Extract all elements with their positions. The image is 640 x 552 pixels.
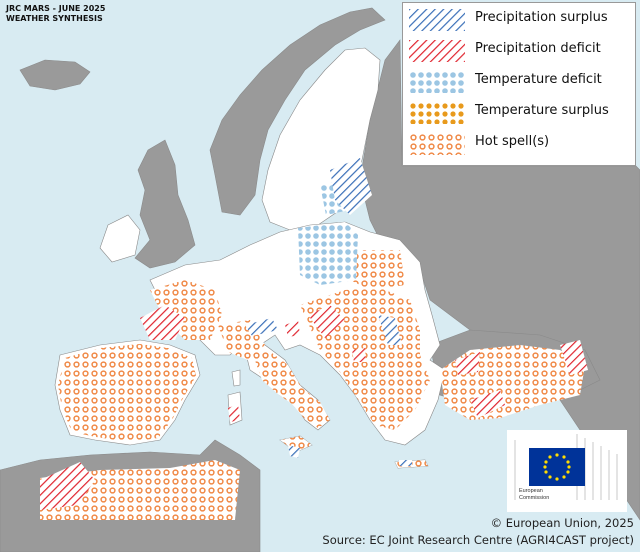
precip-deficit-hungary (308, 305, 345, 338)
precip-deficit-france (140, 305, 185, 340)
european-commission-logo: European Commission (507, 430, 627, 512)
iceland-shape (19, 59, 91, 91)
legend-label: Hot spell(s) (475, 134, 550, 149)
legend-label: Precipitation surplus (475, 10, 608, 25)
precip-surplus-romania (378, 315, 402, 345)
anomaly-overlays (40, 158, 588, 520)
dots-orange-swatch (409, 102, 465, 124)
hot-spell-east (350, 250, 405, 290)
hatch-blue-swatch (409, 9, 465, 31)
source-text: Source: EC Joint Research Centre (AGRI4C… (322, 533, 634, 547)
norway-shape (209, 7, 386, 216)
eu-stars-icon (543, 453, 571, 481)
map-header: JRC MARS - JUNE 2025 WEATHER SYNTHESIS (6, 4, 105, 24)
precip-deficit-turkey-w (455, 352, 480, 375)
header-line-2: WEATHER SYNTHESIS (6, 14, 103, 23)
temperature-deficit-poland (298, 222, 358, 285)
uk-shape (134, 139, 196, 269)
legend-item-precipitation-deficit: Precipitation deficit (409, 36, 633, 64)
logo-line-1: European (519, 488, 543, 494)
precip-deficit-turkey-e (560, 340, 588, 375)
rings-orange-swatch (409, 133, 465, 155)
legend: Precipitation surplus Precipitation defi… (402, 2, 636, 166)
legend-label: Temperature deficit (475, 72, 602, 87)
legend-label: Precipitation deficit (475, 41, 601, 56)
legend-label: Temperature surplus (475, 103, 609, 118)
hatch-red-swatch (409, 40, 465, 62)
logo-line-2: Commission (519, 495, 550, 501)
ireland-shape (99, 214, 141, 263)
ec-building-icon (507, 430, 627, 512)
legend-item-temperature-surplus: Temperature surplus (409, 98, 633, 126)
hot-spell-iberia (58, 344, 196, 442)
precip-deficit-morocco (40, 462, 95, 510)
dots-blue-swatch (409, 71, 465, 93)
legend-item-hot-spells: Hot spell(s) (409, 129, 633, 157)
hot-spell-france (150, 280, 222, 340)
legend-item-temperature-deficit: Temperature deficit (409, 67, 633, 95)
precip-surplus-baltics (330, 158, 372, 215)
header-line-1: JRC MARS - JUNE 2025 (6, 4, 106, 13)
precip-surplus-alps (245, 318, 278, 336)
legend-item-precipitation-surplus: Precipitation surplus (409, 5, 633, 33)
hot-spell-italy (252, 350, 330, 428)
copyright-text: © European Union, 2025 (490, 516, 634, 530)
